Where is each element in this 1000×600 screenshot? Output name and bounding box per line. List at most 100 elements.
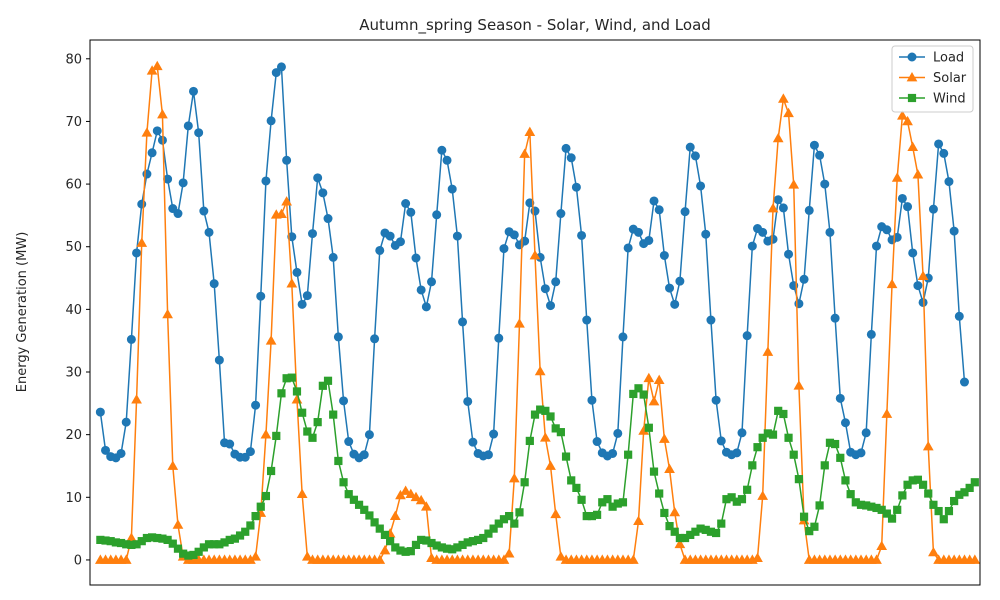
data-point	[603, 495, 612, 504]
data-point	[379, 545, 391, 555]
data-point	[499, 244, 509, 254]
data-point	[928, 204, 938, 214]
data-point	[561, 452, 571, 461]
data-point	[768, 430, 778, 439]
data-point	[820, 461, 829, 470]
data-point	[194, 547, 203, 556]
data-point	[861, 428, 871, 438]
y-tick-label: 20	[65, 428, 82, 443]
y-tick-label: 70	[65, 115, 82, 130]
data-point	[881, 408, 893, 418]
data-point	[917, 270, 929, 281]
data-point	[737, 428, 747, 438]
data-point	[793, 380, 805, 390]
data-point	[572, 483, 581, 493]
data-point	[804, 205, 814, 215]
data-point	[370, 334, 380, 344]
data-point	[375, 245, 385, 255]
data-point	[592, 437, 602, 447]
data-point	[525, 198, 535, 208]
data-point	[944, 177, 954, 187]
data-point	[805, 527, 814, 536]
data-point	[882, 509, 891, 518]
data-point	[539, 432, 551, 442]
data-point	[483, 450, 493, 460]
data-point	[757, 490, 769, 500]
data-point	[432, 210, 442, 220]
data-point	[752, 552, 763, 562]
data-point	[898, 491, 907, 500]
data-point	[375, 524, 384, 533]
data-point	[498, 554, 510, 564]
data-point	[530, 206, 540, 216]
legend-item-load: Load	[899, 51, 964, 66]
data-point	[116, 448, 126, 458]
data-point	[147, 148, 157, 158]
series-wind	[96, 373, 979, 560]
data-point	[519, 148, 531, 158]
data-point	[447, 184, 457, 194]
data-point	[551, 277, 561, 287]
data-point	[141, 127, 153, 137]
data-point	[577, 495, 586, 504]
data-point	[809, 140, 819, 150]
data-point	[120, 554, 132, 564]
data-point	[541, 406, 550, 415]
data-point	[339, 478, 348, 487]
data-point	[479, 533, 488, 543]
data-point	[525, 436, 534, 446]
data-point	[214, 355, 224, 365]
data-point	[836, 453, 845, 462]
data-point	[928, 546, 939, 557]
data-point	[246, 521, 255, 530]
data-point	[649, 196, 659, 206]
data-point	[944, 506, 954, 516]
data-point	[644, 235, 654, 245]
data-point	[261, 176, 271, 186]
series-layer	[94, 60, 981, 564]
data-point	[950, 496, 959, 506]
data-point	[737, 495, 747, 504]
data-point	[922, 441, 934, 451]
data-point	[420, 501, 432, 511]
data-point	[830, 313, 840, 323]
data-point	[529, 249, 541, 260]
data-point	[788, 179, 800, 189]
data-point	[286, 278, 298, 288]
data-point	[132, 248, 142, 258]
data-point	[674, 538, 686, 549]
data-point	[503, 548, 515, 558]
data-point	[876, 540, 888, 551]
data-point	[934, 139, 944, 149]
data-point	[690, 151, 700, 161]
data-point	[732, 448, 742, 458]
legend-item-wind: Wind	[899, 92, 966, 107]
data-point	[426, 552, 437, 562]
data-point	[323, 376, 333, 385]
data-point	[370, 518, 379, 527]
data-point	[970, 478, 979, 487]
data-point	[669, 506, 681, 517]
data-point	[442, 155, 452, 165]
data-point	[623, 243, 633, 253]
data-point	[717, 519, 726, 528]
data-point	[437, 145, 447, 155]
data-point	[95, 407, 105, 417]
data-point	[758, 227, 768, 237]
data-point	[267, 466, 276, 476]
data-point	[582, 315, 592, 325]
data-point	[364, 430, 374, 440]
data-point	[670, 527, 679, 536]
data-point	[789, 450, 798, 459]
data-point	[520, 478, 529, 487]
data-point	[716, 436, 726, 446]
legend: Load Solar Wind	[891, 45, 974, 113]
data-point	[856, 448, 866, 458]
data-point	[178, 178, 188, 188]
data-point	[846, 490, 855, 499]
data-point	[303, 427, 312, 436]
data-point	[287, 373, 296, 382]
y-tick-label: 0	[74, 553, 82, 568]
data-point	[360, 505, 369, 514]
